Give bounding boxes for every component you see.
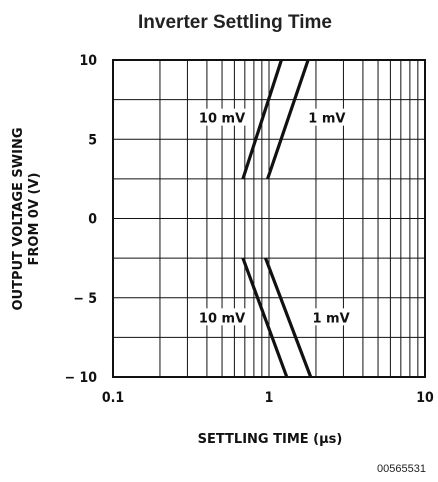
figure-code: 00565531	[377, 463, 426, 475]
curve-label-background	[197, 308, 247, 326]
curve-label: 1 mV	[308, 112, 345, 127]
x-tick-label: 1	[265, 390, 274, 406]
y-axis-label-line1: OUTPUT VOLTAGE SWING	[11, 127, 26, 310]
curves	[241, 59, 313, 378]
curve-label: 10 mV	[199, 112, 245, 127]
y-tick-label: − 5	[73, 291, 97, 307]
tick-labels: 10 5 0 − 5 − 100.1 1 10	[65, 53, 434, 406]
curve-label-background	[306, 108, 348, 126]
curve-labels: 10 mV 1 mV 10 mV 1 mV	[197, 108, 352, 326]
y-tick-label: − 10	[65, 370, 98, 386]
curve-label-background	[310, 308, 352, 326]
x-tick-label: 0.1	[102, 390, 124, 406]
y-tick-label: 5	[88, 132, 97, 148]
x-tick-label: 10	[416, 390, 434, 406]
x-axis-label: SETTLING TIME (μs)	[198, 432, 343, 447]
y-tick-label: 10	[79, 53, 97, 69]
series-line	[266, 59, 310, 180]
series-line	[241, 59, 283, 180]
y-tick-label: 0	[88, 212, 97, 228]
y-axis-label-line2: FROM 0V (V)	[27, 173, 42, 266]
curve-label: 1 mV	[312, 311, 349, 326]
curve-label: 10 mV	[199, 311, 245, 326]
series-line	[264, 257, 313, 378]
series-line	[241, 257, 289, 378]
curve-label-background	[197, 108, 247, 126]
plot-frame	[112, 59, 426, 378]
y-axis-label: OUTPUT VOLTAGE SWING FROM 0V (V)	[11, 127, 42, 310]
chart-title: Inverter Settling Time	[138, 12, 332, 33]
